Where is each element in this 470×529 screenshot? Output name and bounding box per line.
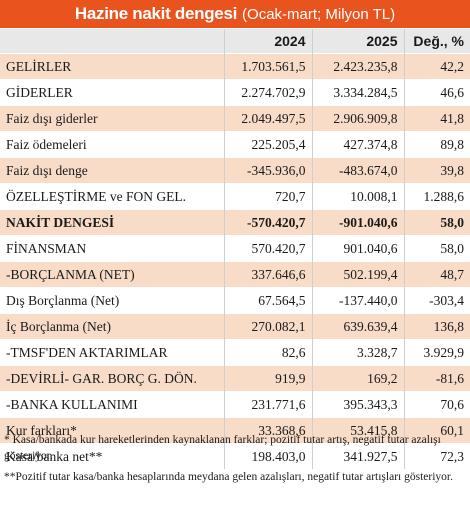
value-2024: 33.368,6 — [223, 417, 312, 444]
value-2025: 427.374,8 — [311, 131, 404, 158]
row-label: -BANKA KULLANIMI — [0, 391, 224, 418]
value-change: 42,2 — [403, 53, 470, 80]
row-label: Faiz ödemeleri — [0, 131, 224, 158]
table-title: Hazine nakit dengesi — [74, 4, 238, 23]
table-row: FİNANSMAN 570.420,7 901.040,6 58,0 — [0, 235, 470, 262]
value-change: 60,1 — [403, 417, 470, 444]
value-change: -303,4 — [403, 287, 470, 314]
table-row: Faiz dışı giderler 2.049.497,5 2.906.909… — [0, 105, 470, 132]
row-label: -BORÇLANMA (NET) — [0, 261, 224, 288]
row-label: -DEVİRLİ- GAR. BORÇ G. DÖN. — [0, 365, 224, 392]
row-label: Faiz dışı denge — [0, 157, 224, 184]
value-change: 48,7 — [403, 261, 470, 288]
value-2025: 2.906.909,8 — [311, 105, 404, 132]
footnote-exchange: * Kasa/bankada kur hareketlerinden kayna… — [4, 434, 441, 462]
value-change: 58,0 — [403, 209, 470, 236]
value-2024: 225.205,4 — [223, 131, 312, 158]
value-2025: 10.008,1 — [311, 183, 404, 210]
value-2025: 53.415,8 — [311, 417, 404, 444]
value-2024: 82,6 — [223, 339, 312, 366]
value-change: 72,3 — [403, 443, 470, 469]
value-2025: 2.423.235,8 — [311, 53, 404, 80]
value-2024: 919,9 — [223, 365, 312, 392]
value-2024: 570.420,7 — [223, 235, 312, 262]
value-change: 41,8 — [403, 105, 470, 132]
value-2024: 67.564,5 — [223, 287, 312, 314]
table-row: Kasa/banka net** 198.403,0 341.927,5 72,… — [0, 443, 470, 469]
value-change: -81,6 — [403, 365, 470, 392]
value-2024: 1.703.561,5 — [223, 53, 312, 80]
value-2024: -570.420,7 — [223, 209, 312, 236]
table-header-row: 2024 2025 Değ., % — [0, 28, 470, 54]
value-2025: -901.040,6 — [311, 209, 404, 236]
value-2024: 231.771,6 — [223, 391, 312, 418]
value-2024: 720,7 — [223, 183, 312, 210]
value-2025: 341.927,5 — [311, 443, 404, 469]
value-2025: 502.199,4 — [311, 261, 404, 288]
value-change: 136,8 — [403, 313, 470, 340]
value-change: 39,8 — [403, 157, 470, 184]
footnote-cash: **Pozitif tutar kasa/banka hesaplarında … — [4, 471, 453, 483]
value-change: 70,6 — [403, 391, 470, 418]
value-2025: 901.040,6 — [311, 235, 404, 262]
table-row: GELİRLER 1.703.561,5 2.423.235,8 42,2 — [0, 53, 470, 80]
row-label: Kur farkları* — [0, 417, 224, 444]
row-label: Faiz dışı giderler — [0, 105, 224, 132]
value-2025: 639.639,4 — [311, 313, 404, 340]
value-change: 1.288,6 — [403, 183, 470, 210]
table-row: Faiz dışı denge -345.936,0 -483.674,0 39… — [0, 157, 470, 184]
footnotes: * Kasa/bankada kur hareketlerinden kayna… — [4, 432, 464, 490]
row-label: Kasa/banka net** — [0, 443, 224, 469]
table-row: Dış Borçlanma (Net) 67.564,5 -137.440,0 … — [0, 287, 470, 314]
table-row: GİDERLER 2.274.702,9 3.334.284,5 46,6 — [0, 79, 470, 106]
header-2025: 2025 — [311, 28, 404, 54]
value-change: 58,0 — [403, 235, 470, 262]
value-change: 46,6 — [403, 79, 470, 106]
value-2024: -345.936,0 — [223, 157, 312, 184]
value-2024: 198.403,0 — [223, 443, 312, 469]
header-2024: 2024 — [223, 28, 312, 54]
value-2025: 169,2 — [311, 365, 404, 392]
table-row: -BORÇLANMA (NET) 337.646,6 502.199,4 48,… — [0, 261, 470, 288]
value-2024: 270.082,1 — [223, 313, 312, 340]
row-label: GELİRLER — [0, 53, 224, 80]
value-change: 89,8 — [403, 131, 470, 158]
value-2025: 3.334.284,5 — [311, 79, 404, 106]
value-2025: 395.343,3 — [311, 391, 404, 418]
table-row: ÖZELLEŞTİRME ve FON GEL. 720,7 10.008,1 … — [0, 183, 470, 210]
cash-balance-table: 2024 2025 Değ., % GELİRLER 1.703.561,5 2… — [0, 28, 470, 469]
table-row: -DEVİRLİ- GAR. BORÇ G. DÖN. 919,9 169,2 … — [0, 365, 470, 392]
table-row: Faiz ödemeleri 225.205,4 427.374,8 89,8 — [0, 131, 470, 158]
table-row: Kur farkları* 33.368,6 53.415,8 60,1 — [0, 417, 470, 444]
value-2024: 2.049.497,5 — [223, 105, 312, 132]
table-row: -TMSF'DEN AKTARIMLAR 82,6 3.328,7 3.929,… — [0, 339, 470, 366]
value-2025: 3.328,7 — [311, 339, 404, 366]
value-2025: -483.674,0 — [311, 157, 404, 184]
value-2024: 2.274.702,9 — [223, 79, 312, 106]
header-change: Değ., % — [403, 28, 470, 54]
table-row: İç Borçlanma (Net) 270.082,1 639.639,4 1… — [0, 313, 470, 340]
row-label: Dış Borçlanma (Net) — [0, 287, 224, 314]
value-change: 3.929,9 — [403, 339, 470, 366]
row-label: ÖZELLEŞTİRME ve FON GEL. — [0, 183, 224, 210]
row-label: GİDERLER — [0, 79, 224, 106]
table-row: -BANKA KULLANIMI 231.771,6 395.343,3 70,… — [0, 391, 470, 418]
row-label: -TMSF'DEN AKTARIMLAR — [0, 339, 224, 366]
row-label: İç Borçlanma (Net) — [0, 313, 224, 340]
header-label-cell — [0, 28, 224, 54]
row-label: NAKİT DENGESİ — [0, 209, 224, 236]
value-2024: 337.646,6 — [223, 261, 312, 288]
value-2025: -137.440,0 — [311, 287, 404, 314]
title-bar: Hazine nakit dengesi (Ocak-mart; Milyon … — [0, 0, 470, 28]
row-label: FİNANSMAN — [0, 235, 224, 262]
table-row: NAKİT DENGESİ -570.420,7 -901.040,6 58,0 — [0, 209, 470, 236]
table-subtitle: (Ocak-mart; Milyon TL) — [242, 5, 396, 23]
